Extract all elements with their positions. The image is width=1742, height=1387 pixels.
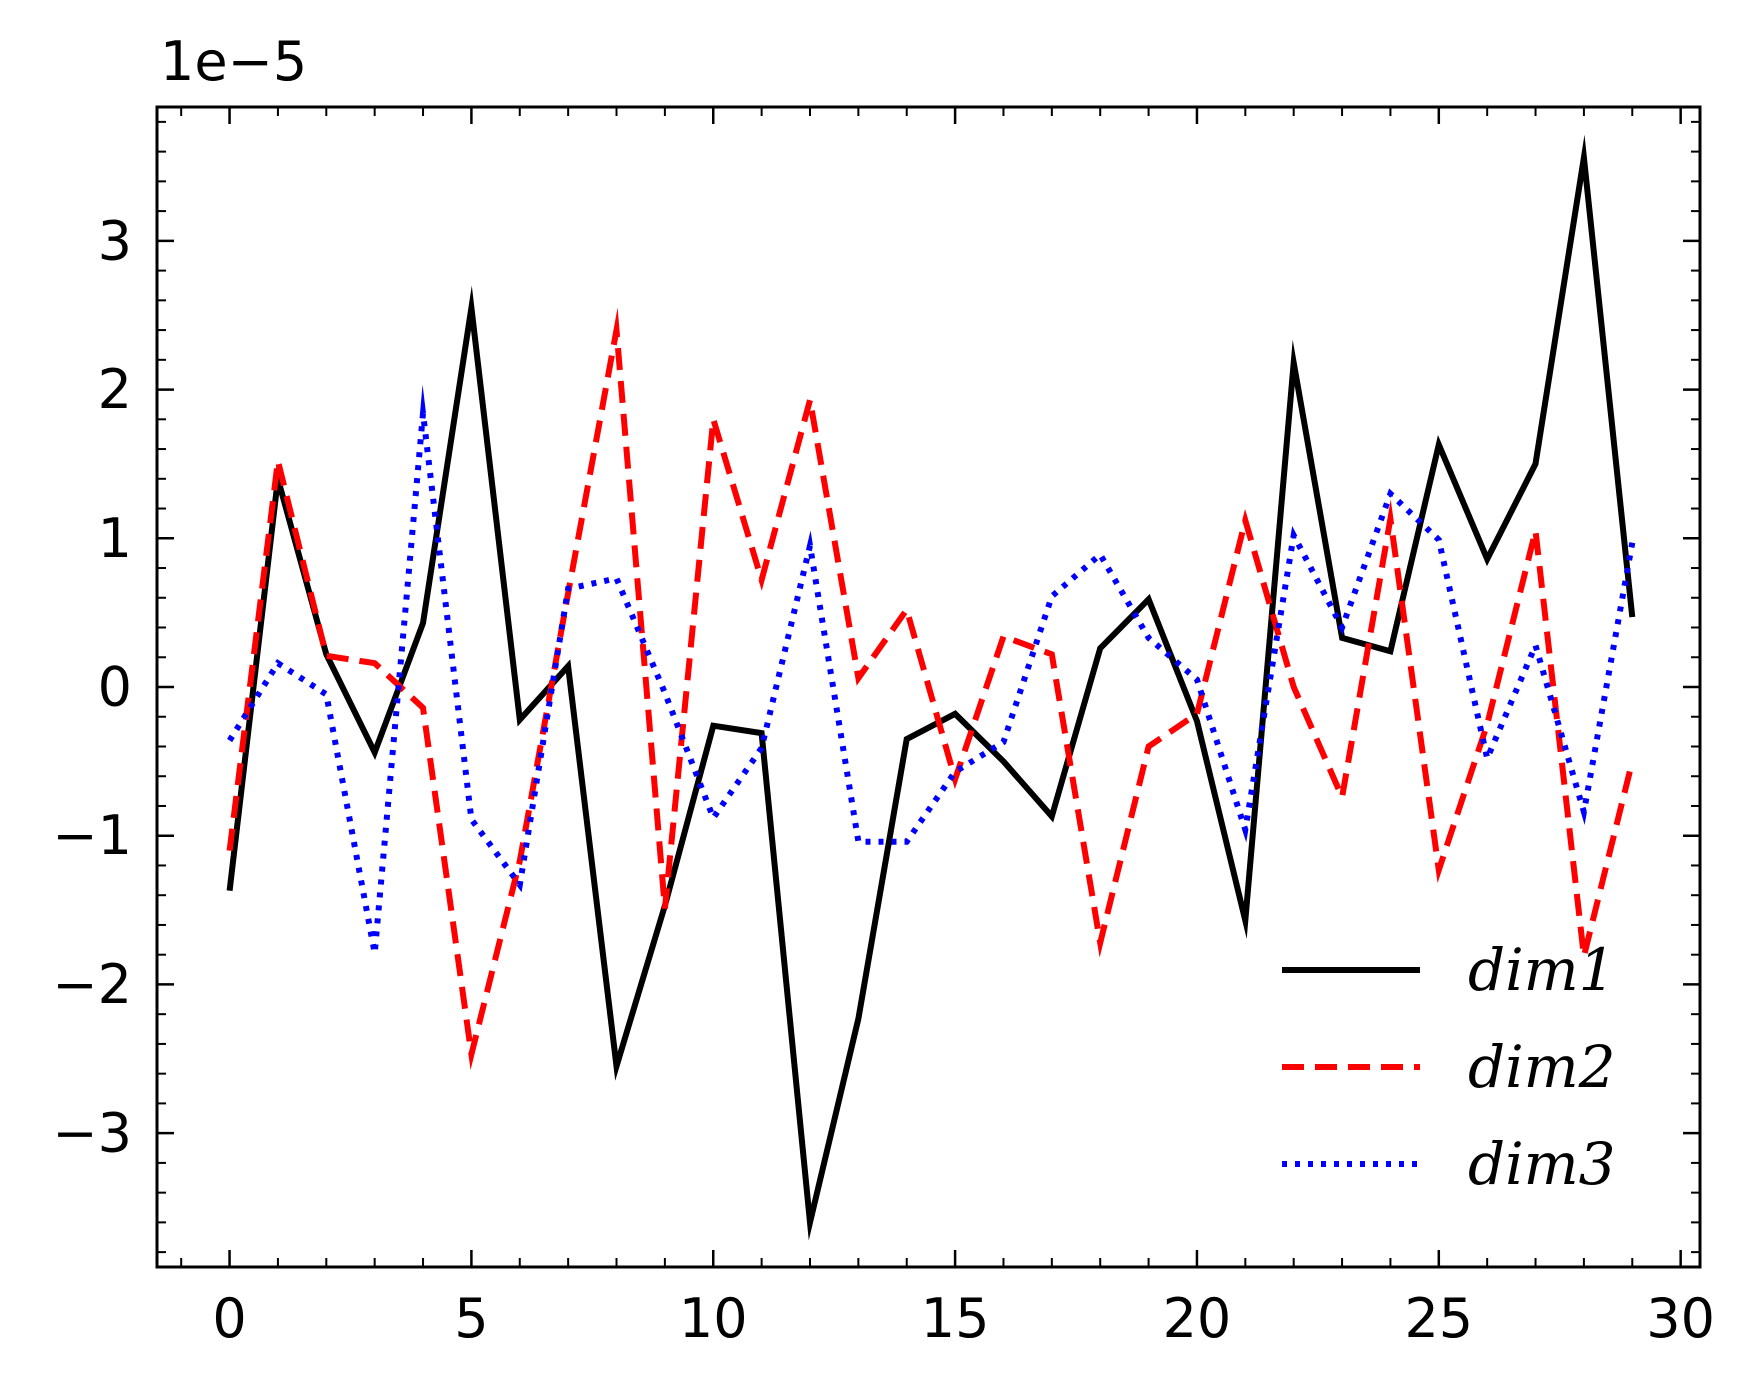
series-line-dim1 — [226, 134, 1636, 1241]
y-tick-label: −2 — [52, 953, 132, 1016]
y-offset-label: 1e−5 — [160, 30, 307, 93]
plot-frame — [155, 105, 1702, 1269]
x-tick-label: 10 — [679, 1287, 748, 1350]
x-tick-label: 0 — [212, 1287, 246, 1350]
legend: dim1 dim2 dim3 — [1282, 936, 1616, 1198]
legend-label-dim1: dim1 — [1468, 936, 1616, 1004]
legend-label-dim2: dim2 — [1468, 1033, 1616, 1101]
x-tick-label: 30 — [1646, 1287, 1715, 1350]
y-tick-label: −3 — [52, 1102, 132, 1165]
label-layer: 0 5 10 15 20 25 30 −3 −2 −1 0 1 2 3 — [52, 209, 1715, 1350]
y-tick-label: 3 — [98, 209, 132, 272]
y-tick-label: 2 — [98, 358, 132, 421]
y-tick-label: 1 — [98, 507, 132, 570]
y-tick-label: −1 — [52, 804, 132, 867]
series-line-dim2 — [226, 307, 1636, 1070]
x-tick-label: 25 — [1404, 1287, 1473, 1350]
x-tick-label: 15 — [921, 1287, 990, 1350]
x-tick-label: 20 — [1163, 1287, 1232, 1350]
legend-label-dim3: dim3 — [1468, 1130, 1616, 1198]
x-tick-label: 5 — [454, 1287, 488, 1350]
series-layer — [226, 134, 1636, 1241]
series-line-dim3 — [227, 384, 1636, 976]
y-tick-label: 0 — [98, 656, 132, 719]
